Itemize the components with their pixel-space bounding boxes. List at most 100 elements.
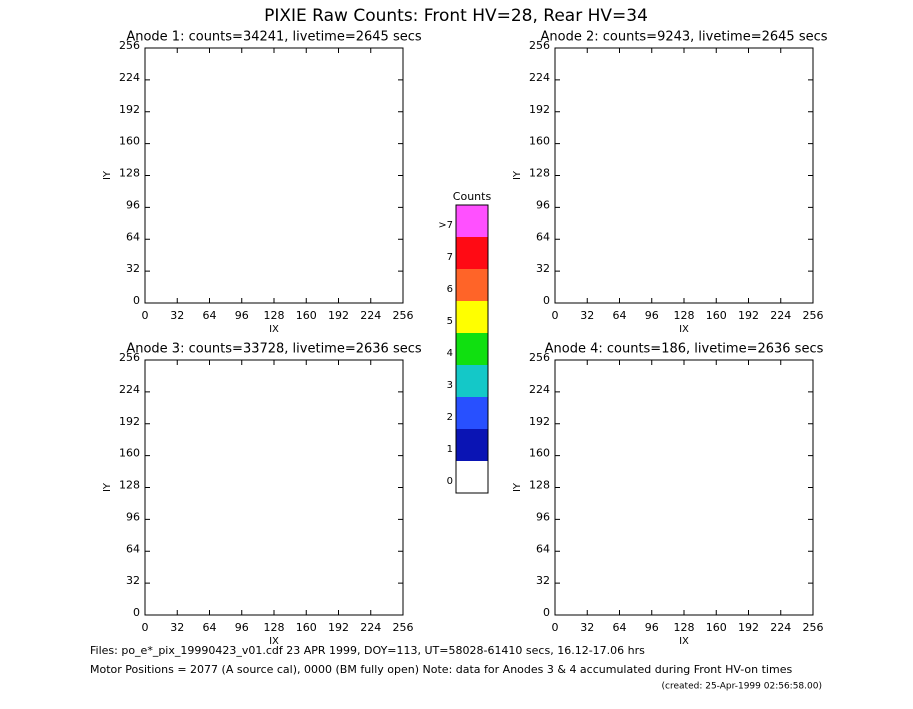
y-tick-label: 0 [133, 606, 140, 619]
panel-title: Anode 4: counts=186, livetime=2636 secs [545, 342, 824, 357]
colorbar-cell [456, 397, 488, 429]
x-tick-label: 224 [360, 309, 381, 322]
x-tick-label: 256 [393, 309, 414, 322]
y-tick-label: 224 [529, 71, 550, 84]
y-tick-label: 128 [119, 167, 140, 180]
y-tick-label: 32 [126, 262, 140, 275]
x-tick-label: 64 [203, 309, 217, 322]
y-tick-label: 128 [119, 479, 140, 492]
y-tick-label: 192 [529, 103, 550, 116]
x-tick-label: 192 [738, 309, 759, 322]
colorbar-cell [456, 237, 488, 269]
y-tick-label: 192 [529, 415, 550, 428]
x-tick-label: 64 [203, 621, 217, 634]
panel-title: Anode 1: counts=34241, livetime=2645 sec… [126, 30, 422, 45]
y-tick-label: 64 [536, 230, 550, 243]
y-tick-label: 224 [529, 383, 550, 396]
y-tick-label: 160 [529, 447, 550, 460]
y-tick-label: 0 [133, 294, 140, 307]
x-tick-label: 32 [580, 309, 594, 322]
x-tick-label: 0 [142, 309, 149, 322]
x-tick-label: 0 [552, 621, 559, 634]
x-tick-label: 160 [296, 309, 317, 322]
x-tick-label: 256 [803, 621, 824, 634]
colorbar-cell [456, 269, 488, 301]
x-tick-label: 96 [235, 621, 249, 634]
footer-line: (created: 25-Apr-1999 02:56:58.00) [662, 682, 822, 692]
plot-frame [144, 359, 404, 616]
x-tick-label: 224 [770, 621, 791, 634]
x-tick-label: 64 [613, 309, 627, 322]
colorbar-label: 3 [447, 380, 453, 391]
colorbar-frame [455, 204, 489, 494]
y-tick-label: 64 [126, 230, 140, 243]
y-tick-label: 256 [529, 351, 550, 364]
footer-line: Motor Positions = 2077 (A source cal), 0… [90, 663, 792, 676]
y-tick-label: 64 [536, 542, 550, 555]
y-tick-label: 32 [536, 574, 550, 587]
y-tick-label: 0 [543, 294, 550, 307]
y-axis-label: IY [512, 170, 523, 180]
x-tick-label: 96 [645, 309, 659, 322]
x-tick-label: 160 [296, 621, 317, 634]
x-tick-label: 0 [552, 309, 559, 322]
y-tick-label: 96 [126, 198, 140, 211]
colorbar-label: 7 [447, 252, 453, 263]
x-axis-label: IX [679, 324, 689, 335]
colorbar-label: 2 [447, 412, 453, 423]
colorbar-cell [456, 429, 488, 461]
x-tick-label: 192 [738, 621, 759, 634]
x-tick-label: 32 [580, 621, 594, 634]
y-tick-label: 0 [543, 606, 550, 619]
y-tick-label: 224 [119, 383, 140, 396]
y-tick-label: 128 [529, 479, 550, 492]
y-tick-label: 256 [119, 351, 140, 364]
x-tick-label: 160 [706, 621, 727, 634]
x-tick-label: 192 [328, 309, 349, 322]
y-tick-label: 256 [529, 39, 550, 52]
y-axis-label: IY [512, 482, 523, 492]
colorbar-label: 0 [447, 476, 453, 487]
plot-frame [144, 47, 404, 304]
x-tick-label: 32 [170, 621, 184, 634]
y-tick-label: 32 [536, 262, 550, 275]
x-tick-label: 128 [674, 309, 695, 322]
y-tick-label: 224 [119, 71, 140, 84]
x-tick-label: 224 [360, 621, 381, 634]
x-axis-label: IX [679, 636, 689, 647]
plot-frame [554, 359, 814, 616]
colorbar-cell [456, 333, 488, 365]
y-tick-label: 192 [119, 415, 140, 428]
colorbar-cell [456, 301, 488, 333]
colorbar-cell [456, 461, 488, 493]
colorbar-title: Counts [453, 190, 492, 203]
colorbar-cell [456, 365, 488, 397]
panel-title: Anode 3: counts=33728, livetime=2636 sec… [126, 342, 422, 357]
x-tick-label: 96 [645, 621, 659, 634]
x-tick-label: 0 [142, 621, 149, 634]
y-tick-label: 64 [126, 542, 140, 555]
y-tick-label: 128 [529, 167, 550, 180]
y-tick-label: 160 [529, 135, 550, 148]
y-tick-label: 160 [119, 447, 140, 460]
colorbar-cell [456, 205, 488, 237]
x-tick-label: 128 [264, 309, 285, 322]
x-tick-label: 256 [393, 621, 414, 634]
x-tick-label: 224 [770, 309, 791, 322]
panel-title: Anode 2: counts=9243, livetime=2645 secs [540, 30, 827, 45]
colorbar-label: 1 [447, 444, 453, 455]
x-tick-label: 256 [803, 309, 824, 322]
x-tick-label: 96 [235, 309, 249, 322]
x-tick-label: 32 [170, 309, 184, 322]
colorbar-label: >7 [438, 220, 453, 231]
y-tick-label: 160 [119, 135, 140, 148]
x-tick-label: 128 [264, 621, 285, 634]
y-axis-label: IY [102, 170, 113, 180]
colorbar-label: 6 [447, 284, 453, 295]
y-tick-label: 96 [536, 198, 550, 211]
x-axis-label: IX [269, 636, 279, 647]
y-tick-label: 256 [119, 39, 140, 52]
x-tick-label: 160 [706, 309, 727, 322]
x-tick-label: 192 [328, 621, 349, 634]
x-axis-label: IX [269, 324, 279, 335]
